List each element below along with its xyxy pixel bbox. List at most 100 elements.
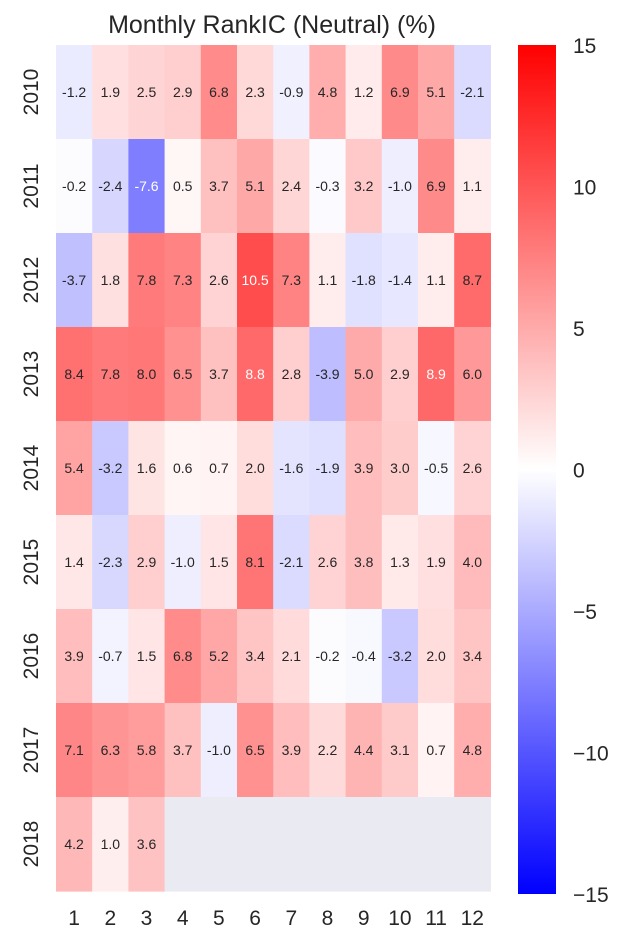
cell-value-label: 1.5 [209,554,229,570]
cell-value-label: 5.4 [64,460,84,476]
heatmap-cell-2016-8 [309,609,347,704]
y-tick-label: 2010 [20,69,43,116]
cell-value-label: -3.7 [62,272,86,288]
cell-value-label: 3.7 [209,366,229,382]
x-tick-label: 5 [213,907,225,930]
heatmap-cell-2017-1 [56,703,93,798]
cell-value-label: 10.5 [241,272,268,288]
heatmap-cell-2012-7 [273,233,310,328]
cell-value-label: 0.7 [209,460,229,476]
heatmap-cell-2014-6 [237,421,274,516]
heatmap-cell-2013-12 [454,327,491,422]
heatmap-cell-2017-3 [128,703,166,798]
y-tick-label: 2016 [20,633,43,680]
cell-value-label: 4.8 [463,742,483,758]
cell-value-label: 2.9 [137,554,157,570]
heatmap-cell-2013-1 [56,327,93,422]
heatmap-cell-2018-2 [92,797,129,892]
heatmap-cell-2012-6 [237,233,274,328]
cell-value-label: 7.1 [64,742,84,758]
cell-value-label: 0.5 [173,178,193,194]
cell-value-label: 2.9 [390,366,410,382]
cell-value-label: -0.4 [352,648,376,664]
heatmap-cell-2013-7 [273,327,310,422]
heatmap-cell-2011-6 [237,139,274,234]
cell-value-label: 4.4 [354,742,374,758]
y-tick-label: 2015 [20,539,43,586]
x-tick-label: 1 [68,907,80,930]
heatmap-cell-2015-12 [454,515,491,610]
cell-value-label: 1.2 [354,84,374,100]
heatmap-cell-2018-8 [309,797,347,892]
heatmap-cell-2016-1 [56,609,93,704]
heatmap-cell-2018-5 [200,797,238,892]
heatmap-cells: -1.2 1.9 2.5 2.9 6.8 2.3 -0.9 4.8 1.2 6.9 5.1 -2.1 -… [56,45,491,892]
cell-value-label: 3.2 [354,178,374,194]
x-tick-label: 2 [104,907,116,930]
heatmap-cell-2016-2 [92,609,129,704]
cell-value-label: 2.6 [318,554,338,570]
heatmap-cell-2014-4 [164,421,202,516]
cell-value-label: 8.4 [64,366,84,382]
heatmap-cell-2013-6 [237,327,274,422]
heatmap-cell-2017-12 [454,703,491,798]
y-tick-label: 2012 [20,257,43,304]
cell-value-label: -1.0 [388,178,412,194]
cell-value-label: 1.1 [318,272,338,288]
heatmap-cell-2018-11 [418,797,455,892]
heatmap-cell-2017-4 [164,703,202,798]
cell-value-label: -0.3 [315,178,339,194]
colorbar-tick-label: −10 [573,743,609,766]
heatmap-cell-2012-1 [56,233,93,328]
heatmap-cell-2015-9 [345,515,383,610]
cell-value-label: 6.3 [101,742,121,758]
heatmap-cell-2015-2 [92,515,129,610]
x-tick-label: 9 [358,907,370,930]
heatmap-cell-2018-9 [345,797,383,892]
heatmap-cell-2010-7 [273,45,310,140]
cell-value-label: -2.4 [98,178,122,194]
cell-value-label: 1.8 [101,272,121,288]
cell-value-label: 1.5 [137,648,157,664]
y-tick-label: 2013 [20,351,43,398]
heatmap-cell-2011-12 [454,139,491,234]
cell-value-label: 2.2 [318,742,338,758]
cell-value-label: -1.0 [171,554,195,570]
cell-value-label: 5.0 [354,366,374,382]
heatmap-cell-2013-3 [128,327,166,422]
cell-value-label: 4.2 [64,836,84,852]
cell-value-label: 7.3 [173,272,193,288]
heatmap-cell-2016-4 [164,609,202,704]
heatmap-cell-2012-10 [381,233,419,328]
heatmap-cell-2013-2 [92,327,129,422]
heatmap-cell-2015-1 [56,515,93,610]
heatmap-cell-2013-4 [164,327,202,422]
x-tick-label: 4 [177,907,189,930]
x-tick-label: 10 [388,907,411,930]
cell-value-label: 6.9 [390,84,410,100]
heatmap-cell-2012-3 [128,233,166,328]
heatmap-cell-2016-5 [200,609,238,704]
cell-value-label: 3.6 [137,836,157,852]
heatmap-cell-2018-12 [454,797,491,892]
cell-value-label: -0.2 [315,648,339,664]
cell-value-label: 1.4 [64,554,84,570]
cell-value-label: -1.4 [388,272,412,288]
cell-value-label: -1.0 [207,742,231,758]
cell-value-label: -2.1 [279,554,303,570]
heatmap-cell-2010-8 [309,45,347,140]
cell-value-label: -0.7 [98,648,122,664]
cell-value-label: 2.9 [173,84,193,100]
colorbar-tick-label: 15 [573,35,596,58]
cell-value-label: 4.8 [318,84,338,100]
heatmap-cell-2010-2 [92,45,129,140]
heatmap-cell-2017-8 [309,703,347,798]
heatmap-cell-2014-8 [309,421,347,516]
cell-value-label: -3.2 [388,648,412,664]
colorbar-tick-label: −15 [573,884,609,907]
heatmap-cell-2014-11 [418,421,455,516]
heatmap-cell-2016-11 [418,609,455,704]
cell-value-label: 8.1 [245,554,265,570]
heatmap-cell-2017-11 [418,703,455,798]
cell-value-label: 5.8 [137,742,157,758]
